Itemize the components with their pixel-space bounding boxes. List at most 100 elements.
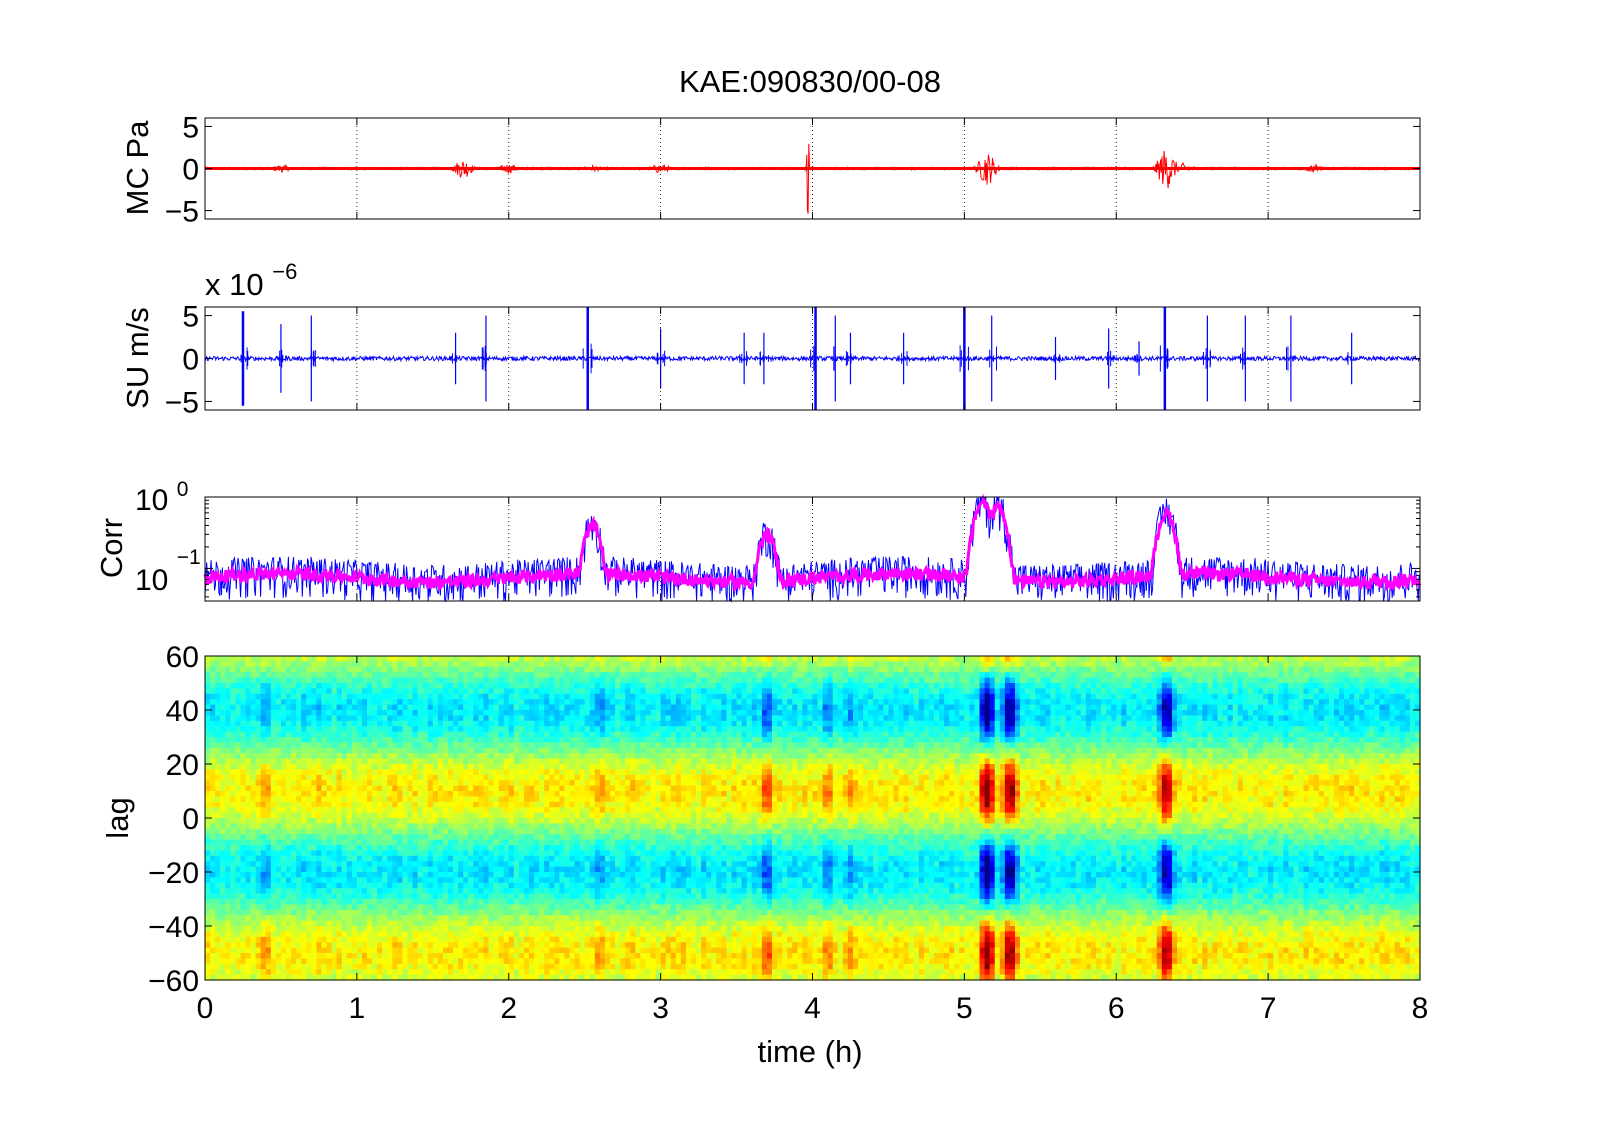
heatmap-cell [407, 699, 414, 706]
heatmap-cell [245, 909, 252, 916]
heatmap-cell [382, 683, 388, 689]
heatmap-cell [442, 715, 449, 722]
heatmap-cell [488, 715, 495, 722]
heatmap-cell [382, 780, 388, 787]
heatmap-cell [518, 909, 525, 916]
heatmap-cell [392, 677, 398, 684]
heatmap-cell [240, 672, 247, 679]
heatmap-cell [260, 683, 267, 689]
heatmap-cell [448, 677, 454, 684]
heatmap-cell [220, 915, 226, 922]
heatmap-cell [458, 823, 464, 830]
heatmap-cell [498, 693, 505, 700]
heatmap-cell [437, 677, 444, 684]
heatmap-cell [453, 656, 459, 662]
heatmap-cell [336, 834, 343, 841]
heatmap-cell [478, 780, 485, 787]
heatmap-cell [523, 909, 530, 916]
heatmap-cell [498, 753, 505, 760]
heatmap-cell [250, 877, 257, 884]
heatmap-cell [250, 888, 257, 895]
heatmap-cell [478, 872, 485, 878]
heatmap-cell [301, 855, 307, 862]
heatmap-cell [554, 926, 560, 932]
heatmap-cell [584, 774, 591, 781]
heatmap-cell [569, 904, 576, 911]
heatmap-cell [508, 850, 515, 857]
heatmap-cell [453, 974, 459, 981]
heatmap-cell [574, 758, 581, 765]
heatmap-cell [230, 791, 236, 797]
heatmap-cell [250, 850, 257, 857]
heatmap-cell [529, 953, 535, 959]
heatmap-cell [513, 818, 520, 824]
heatmap-cell [280, 953, 287, 959]
heatmap-cell [215, 683, 221, 689]
heatmap-cell [311, 731, 317, 738]
heatmap-cell [286, 931, 292, 938]
heatmap-cell [245, 942, 252, 949]
heatmap-cell [356, 699, 363, 706]
heatmap-cell [296, 936, 302, 943]
heatmap-cell [220, 731, 226, 738]
heatmap-cell [225, 969, 231, 976]
heatmap-cell [306, 683, 312, 689]
heatmap-cell [311, 785, 317, 792]
heatmap-cell [427, 753, 434, 760]
heatmap-cell [544, 888, 550, 895]
heatmap-cell [367, 807, 373, 814]
heatmap-cell [488, 731, 495, 738]
heatmap-cell [412, 807, 419, 814]
heatmap-cell [508, 731, 515, 738]
heatmap-cell [351, 877, 358, 884]
heatmap-cell [539, 963, 545, 970]
heatmap-cell [579, 974, 586, 981]
correlation-ticks [204, 496, 1421, 601]
heatmap-cell [518, 839, 525, 846]
heatmap-cell [559, 720, 566, 727]
heatmap-cell [483, 683, 490, 689]
heatmap-cell [316, 801, 323, 808]
heatmap-cell [483, 974, 490, 981]
heatmap-cell [265, 742, 272, 749]
heatmap-cell [503, 942, 510, 949]
heatmap-cell [387, 677, 393, 684]
heatmap-cell [205, 888, 211, 895]
heatmap-cell [488, 780, 495, 787]
heatmap-cell [291, 969, 297, 976]
panel-velocity: −505 SU m/s x 10 −6 [120, 259, 1421, 419]
heatmap-cell [554, 785, 560, 792]
heatmap-cell [316, 920, 323, 927]
heatmap-cell [367, 769, 373, 776]
heatmap-cell [529, 710, 535, 716]
heatmap-cell [559, 769, 566, 776]
heatmap-cell [594, 769, 601, 776]
heatmap-cell [230, 893, 236, 900]
heatmap-cell [534, 909, 540, 916]
heatmap-cell [291, 839, 297, 846]
velocity-line [204, 354, 1421, 363]
heatmap-cell [458, 726, 464, 733]
heatmap-cell [544, 823, 550, 830]
heatmap-cell [437, 947, 444, 954]
heatmap-cell [215, 785, 221, 792]
heatmap-cell [554, 710, 560, 716]
heatmap-cell [539, 699, 545, 706]
heatmap-cell [554, 677, 560, 684]
heatmap-cell [549, 785, 555, 792]
heatmap-cell [316, 942, 323, 949]
heatmap-cell [367, 926, 373, 932]
heatmap-cell [559, 796, 566, 803]
heatmap-cell [326, 737, 333, 743]
heatmap-cell [255, 764, 262, 770]
heatmap-cell [544, 699, 550, 706]
heatmap-cell [382, 731, 388, 738]
heatmap-cell [539, 953, 545, 959]
heatmap-cell [351, 839, 358, 846]
heatmap-cell [270, 861, 277, 868]
heatmap-cell [341, 796, 348, 803]
heatmap-cell [488, 672, 495, 679]
heatmap-cell [539, 791, 545, 797]
heatmap-cell [361, 720, 368, 727]
heatmap-cell [341, 963, 348, 970]
